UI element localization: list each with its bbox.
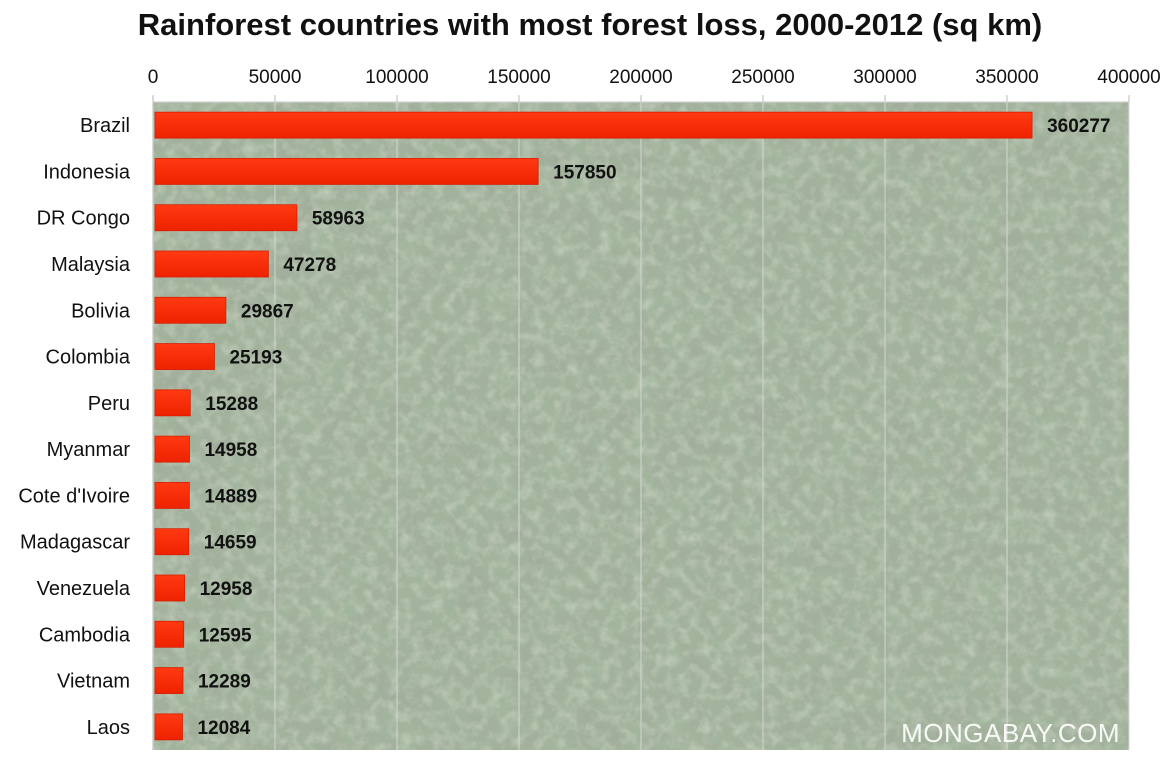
value-label: 360277	[1047, 116, 1110, 137]
bar	[154, 389, 191, 417]
category-label: Cambodia	[39, 624, 131, 646]
bar	[154, 111, 1033, 139]
category-label: Brazil	[80, 115, 130, 137]
bar	[154, 343, 215, 370]
category-label: Madagascar	[20, 532, 130, 554]
bar	[154, 620, 185, 648]
value-label: 25193	[229, 348, 282, 369]
watermark-text: MONGABAY.COM	[901, 718, 1120, 748]
bar	[154, 435, 190, 463]
x-axis: 0 50000 100000 150000 200000 250000 300000 3500…	[148, 67, 1161, 750]
category-label: Colombia	[46, 347, 131, 369]
category-label: Bolivia	[71, 300, 131, 322]
category-label: Myanmar	[47, 439, 131, 461]
value-label: 15288	[205, 394, 258, 415]
category-label: Cote d'Ivoire	[18, 485, 130, 507]
value-label: 157850	[553, 162, 616, 183]
value-label: 29867	[241, 301, 294, 322]
category-label: Vietnam	[57, 671, 130, 693]
x-tick-label: 300000	[853, 67, 916, 88]
bars	[154, 111, 1033, 741]
value-label: 12595	[199, 625, 252, 646]
value-label: 12084	[197, 718, 250, 739]
bar	[154, 158, 539, 185]
x-tick-label: 0	[148, 67, 159, 88]
x-tick-label: 50000	[249, 67, 302, 88]
value-label: 12958	[200, 579, 253, 600]
bar	[154, 482, 190, 509]
value-label: 14889	[204, 486, 257, 507]
bar	[154, 528, 190, 556]
x-tick-label: 150000	[487, 67, 550, 88]
x-tick-label: 350000	[975, 67, 1038, 88]
value-label: 58963	[312, 209, 365, 230]
chart-title: Rainforest countries with most forest lo…	[138, 7, 1042, 42]
category-label: Venezuela	[37, 578, 131, 600]
category-label: Indonesia	[43, 161, 131, 183]
bar	[154, 713, 183, 741]
value-label: 14958	[204, 440, 257, 461]
x-tick-label: 250000	[731, 67, 794, 88]
value-labels: 360277 157850 58963 47278 29867 25193 15288 149…	[197, 116, 1110, 739]
value-label: 12289	[198, 672, 251, 693]
x-tick-label: 400000	[1097, 67, 1160, 88]
category-label: Laos	[87, 717, 130, 739]
bar	[154, 296, 227, 324]
bar	[154, 250, 269, 278]
category-label: DR Congo	[37, 208, 130, 230]
bar	[154, 574, 186, 602]
category-label: Peru	[88, 393, 130, 415]
bar	[154, 204, 298, 232]
value-label: 47278	[283, 255, 336, 276]
bar	[154, 667, 184, 694]
x-tick-label: 100000	[365, 67, 428, 88]
category-label: Malaysia	[51, 254, 131, 276]
x-tick-label: 200000	[609, 67, 672, 88]
value-label: 14659	[204, 533, 257, 554]
category-labels: Brazil Indonesia DR Congo Malaysia Bolivia Co…	[18, 115, 131, 739]
